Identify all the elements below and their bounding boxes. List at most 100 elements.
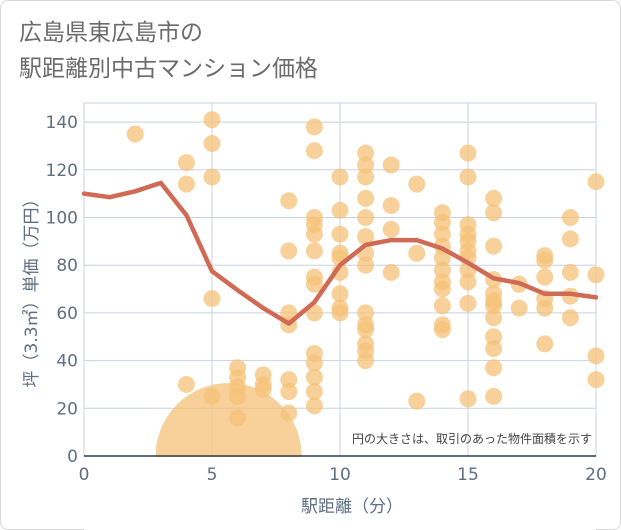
data-point xyxy=(485,204,503,222)
x-tick-label: 5 xyxy=(207,465,218,485)
data-point xyxy=(331,168,349,186)
data-point xyxy=(305,118,323,136)
data-point xyxy=(177,154,195,172)
data-point xyxy=(305,397,323,415)
data-point xyxy=(587,371,605,389)
data-point xyxy=(357,156,375,174)
data-point xyxy=(229,409,247,427)
data-point xyxy=(280,383,298,401)
data-point xyxy=(433,249,451,267)
data-point xyxy=(587,266,605,284)
data-point xyxy=(331,304,349,322)
data-point xyxy=(254,380,272,398)
data-point xyxy=(357,144,375,162)
y-tick-label: 80 xyxy=(56,256,78,276)
y-tick-label: 0 xyxy=(67,447,78,467)
trend-line xyxy=(81,180,599,326)
data-point xyxy=(229,387,247,405)
data-point xyxy=(203,135,221,153)
data-point xyxy=(561,309,579,327)
data-point xyxy=(331,225,349,243)
data-point xyxy=(536,299,554,317)
y-tick-label: 120 xyxy=(46,161,78,181)
data-point xyxy=(408,244,426,262)
data-point xyxy=(203,290,221,308)
data-point xyxy=(305,368,323,386)
y-tick-label: 140 xyxy=(46,113,78,133)
data-point xyxy=(357,189,375,207)
x-axis-label: 駅距離（分） xyxy=(301,497,403,517)
y-tick-label: 60 xyxy=(56,304,78,324)
data-point xyxy=(331,285,349,303)
data-point xyxy=(305,275,323,293)
data-point xyxy=(561,230,579,248)
data-point xyxy=(357,304,375,322)
data-point xyxy=(357,168,375,186)
bubble-size-note: 円の大きさは、取引のあった物件面積を示す xyxy=(352,431,592,446)
y-tick-label: 100 xyxy=(46,208,78,228)
data-point xyxy=(459,294,477,312)
bubble-clip-mask xyxy=(84,457,596,530)
x-tick-label: 20 xyxy=(585,465,607,485)
data-point xyxy=(357,256,375,274)
data-point xyxy=(536,268,554,286)
data-point xyxy=(203,168,221,186)
trend-line-group xyxy=(81,180,599,326)
data-point xyxy=(561,263,579,281)
data-point xyxy=(485,340,503,358)
data-point xyxy=(433,225,451,243)
data-point xyxy=(280,192,298,210)
data-point xyxy=(561,208,579,226)
grid xyxy=(83,102,597,457)
axes: 0 20 40 60 80 100 120 140 0 5 10 15 20 xyxy=(46,113,607,485)
data-point xyxy=(433,213,451,231)
data-point xyxy=(485,297,503,315)
data-point xyxy=(485,359,503,377)
data-point xyxy=(126,125,144,143)
data-point xyxy=(536,251,554,269)
data-point xyxy=(433,280,451,298)
data-point xyxy=(382,197,400,215)
data-point xyxy=(510,299,528,317)
data-point xyxy=(433,321,451,339)
x-tick-label: 15 xyxy=(457,465,479,485)
data-point xyxy=(280,371,298,389)
data-point xyxy=(485,309,503,327)
data-point xyxy=(459,390,477,408)
data-point xyxy=(587,173,605,191)
data-point xyxy=(485,328,503,346)
data-point xyxy=(459,273,477,291)
data-point xyxy=(331,201,349,219)
data-point xyxy=(305,225,323,243)
data-point xyxy=(357,228,375,246)
data-point xyxy=(382,156,400,174)
data-point xyxy=(357,352,375,370)
data-point xyxy=(305,142,323,160)
data-point xyxy=(382,263,400,281)
data-point xyxy=(357,208,375,226)
chart-title: 広島県東広島市の 駅距離別中古マンション価格 xyxy=(19,20,318,82)
data-point xyxy=(459,168,477,186)
data-point xyxy=(408,392,426,410)
data-point xyxy=(305,354,323,372)
data-point xyxy=(587,347,605,365)
data-point xyxy=(203,111,221,129)
data-point xyxy=(433,297,451,315)
data-point xyxy=(203,387,221,405)
data-point xyxy=(305,242,323,260)
data-point xyxy=(357,321,375,339)
y-tick-label: 20 xyxy=(56,399,78,419)
data-point xyxy=(305,383,323,401)
data-point xyxy=(485,237,503,255)
data-point xyxy=(280,242,298,260)
data-point xyxy=(536,335,554,353)
y-axis-label: 坪（3.3㎡）単価（万円） xyxy=(22,190,42,387)
data-point xyxy=(280,404,298,422)
x-tick-label: 0 xyxy=(79,465,90,485)
data-point xyxy=(382,220,400,238)
data-point xyxy=(485,387,503,405)
y-tick-label: 40 xyxy=(56,352,78,372)
data-point xyxy=(485,189,503,207)
data-point xyxy=(177,375,195,393)
